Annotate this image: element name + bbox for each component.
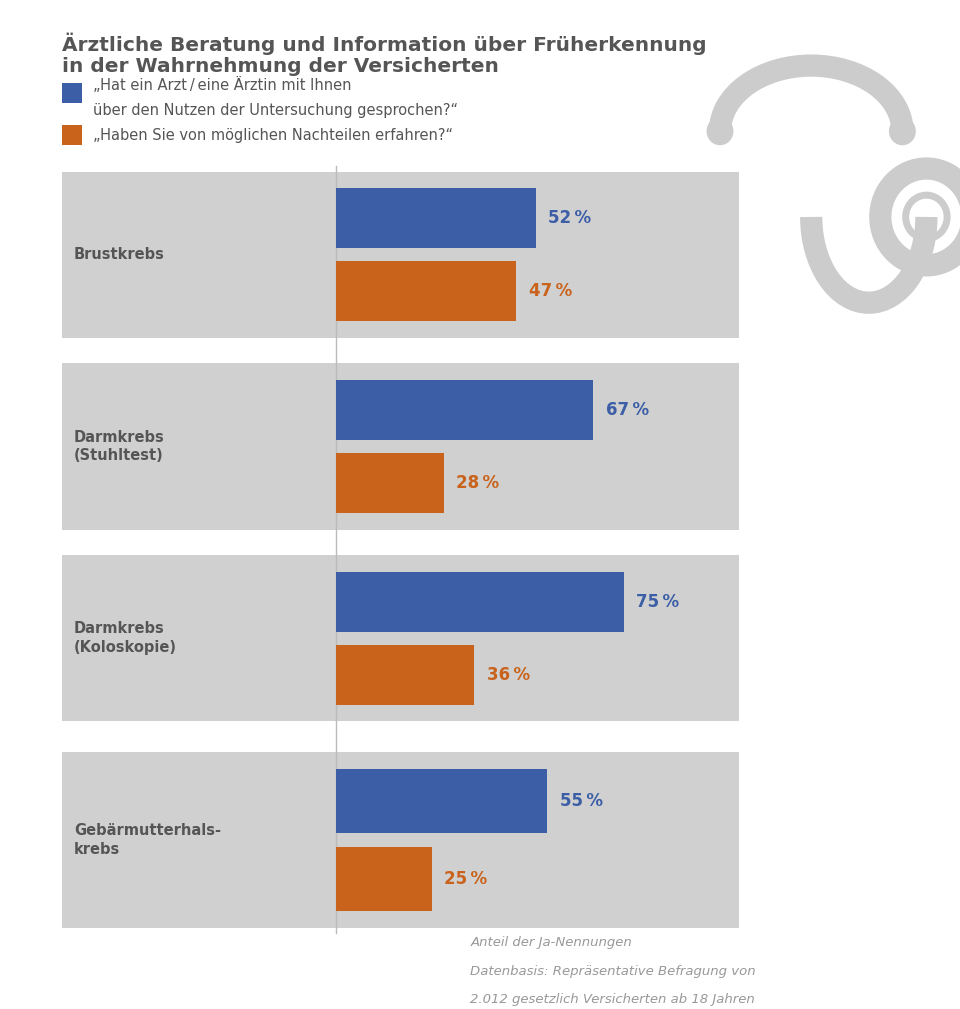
Text: „Hat ein Arzt / eine Ärztin mit Ihnen: „Hat ein Arzt / eine Ärztin mit Ihnen (93, 77, 351, 93)
Text: 52 %: 52 % (548, 209, 591, 227)
Bar (336, 453, 444, 514)
Circle shape (707, 117, 733, 145)
Bar (336, 261, 516, 321)
Text: 28 %: 28 % (456, 474, 499, 492)
Text: 67 %: 67 % (606, 401, 649, 419)
Bar (336, 645, 474, 704)
Text: 25 %: 25 % (444, 870, 488, 888)
Text: Darmkrebs
(Koloskopie): Darmkrebs (Koloskopie) (74, 622, 177, 655)
Bar (62, 83, 82, 103)
Bar (336, 188, 536, 248)
Bar (336, 769, 547, 833)
Bar (62, 555, 739, 721)
Text: Anteil der Ja-Nennungen: Anteil der Ja-Nennungen (470, 936, 632, 949)
Bar (336, 848, 432, 910)
Bar (62, 363, 739, 530)
Text: Ärztliche Beratung und Information über Früherkennung: Ärztliche Beratung und Information über … (62, 32, 707, 54)
Text: 36 %: 36 % (487, 666, 530, 684)
Bar (336, 379, 593, 440)
Text: 47 %: 47 % (529, 283, 572, 301)
Text: „Haben Sie von möglichen Nachteilen erfahren?“: „Haben Sie von möglichen Nachteilen erfa… (93, 128, 453, 142)
Circle shape (889, 117, 916, 145)
Text: in der Wahrnehmung der Versicherten: in der Wahrnehmung der Versicherten (62, 57, 499, 76)
Text: 75 %: 75 % (636, 592, 680, 610)
Bar (62, 125, 82, 145)
Text: Brustkrebs: Brustkrebs (74, 247, 165, 262)
Text: 55 %: 55 % (560, 792, 603, 810)
Text: Gebärmutterhals-
krebs: Gebärmutterhals- krebs (74, 823, 221, 857)
Text: 2.012 gesetzlich Versicherten ab 18 Jahren: 2.012 gesetzlich Versicherten ab 18 Jahr… (470, 993, 756, 1006)
Text: Darmkrebs
(Stuhltest): Darmkrebs (Stuhltest) (74, 430, 165, 463)
Bar (62, 172, 739, 338)
Bar (62, 752, 739, 928)
Bar (336, 571, 624, 632)
Text: über den Nutzen der Untersuchung gesprochen?“: über den Nutzen der Untersuchung gesproc… (93, 104, 458, 118)
Text: Datenbasis: Repräsentative Befragung von: Datenbasis: Repräsentative Befragung von (470, 965, 756, 978)
